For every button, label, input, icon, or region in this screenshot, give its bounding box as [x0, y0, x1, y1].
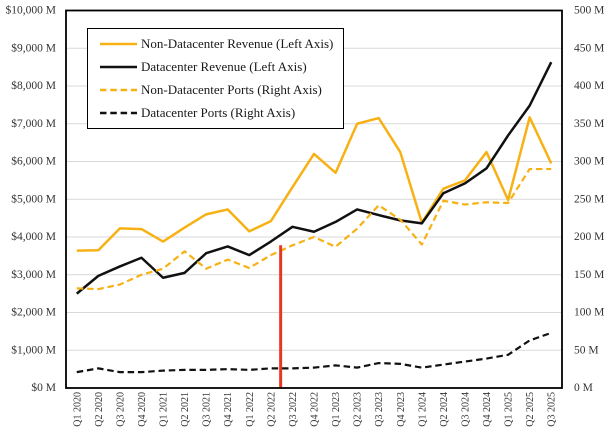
- left-axis-tick-label: $10,000 M: [6, 4, 56, 17]
- x-axis-tick-label: Q1 2025: [504, 392, 515, 427]
- legend-label-datacenter-ports: Datacenter Ports (Right Axis): [141, 105, 296, 121]
- right-axis-tick-label: 0 M: [574, 382, 593, 394]
- legend-swatch-datacenter-revenue: [100, 65, 137, 69]
- left-axis-tick-label: $1,000 M: [11, 343, 56, 356]
- x-axis-tick-label: Q1 2024: [417, 392, 428, 427]
- left-axis-tick-label: $5,000 M: [11, 192, 56, 205]
- x-axis-tick-label: Q4 2023: [396, 392, 407, 427]
- series-line-non-datacenter-revenue-left-axis: [76, 116, 553, 252]
- x-axis-tick-label: Q2 2023: [353, 392, 364, 427]
- right-axis-tick-label: 400 M: [574, 80, 604, 92]
- x-axis-tick-label: Q2 2021: [180, 392, 191, 427]
- x-axis-tick-label: Q3 2023: [374, 392, 385, 427]
- x-axis-tick-label: Q3 2025: [547, 392, 558, 427]
- legend-entry-datacenter-revenue: Datacenter Revenue (Left Axis): [100, 56, 343, 78]
- x-axis-tick-label: Q4 2024: [482, 392, 493, 427]
- legend-label-datacenter-revenue: Datacenter Revenue (Left Axis): [141, 58, 307, 74]
- legend-entry-non-datacenter-ports: Non-Datacenter Ports (Right Axis): [100, 79, 343, 101]
- right-axis-tick-label: 200 M: [574, 231, 604, 243]
- x-axis-tick-label: Q2 2024: [439, 392, 450, 427]
- legend-entry-non-datacenter-revenue: Non-Datacenter Revenue (Left Axis): [100, 33, 343, 55]
- x-axis-tick-label: Q3 2022: [288, 392, 299, 427]
- x-axis-tick-label: Q4 2020: [137, 392, 148, 427]
- legend-label-non-datacenter-revenue: Non-Datacenter Revenue (Left Axis): [141, 35, 334, 51]
- x-axis-tick-label: Q4 2021: [223, 392, 234, 427]
- right-axis-tick-label: 500 M: [574, 5, 604, 17]
- right-axis-tick-label: 50 M: [574, 344, 599, 356]
- right-axis-tick-label: 150 M: [574, 269, 604, 281]
- right-axis-tick-label: 350 M: [574, 118, 604, 130]
- x-axis-tick-label: Q1 2021: [159, 392, 170, 427]
- right-axis-tick-label: 300 M: [574, 156, 604, 168]
- left-axis-tick-label: $3,000 M: [11, 268, 56, 281]
- legend-entry-datacenter-ports: Datacenter Ports (Right Axis): [100, 102, 343, 124]
- x-axis-tick-label: Q3 2024: [460, 392, 471, 427]
- x-axis-tick-label: Q2 2022: [266, 392, 277, 427]
- x-axis-tick-label: Q1 2020: [72, 392, 83, 427]
- series-line-non-datacenter-ports-right-axis: [76, 167, 552, 291]
- left-axis-tick-label: $8,000 M: [11, 79, 56, 92]
- x-axis-tick-label: Q4 2022: [310, 392, 321, 427]
- right-axis-tick-label: 100 M: [574, 307, 604, 319]
- left-axis-tick-label: $9,000 M: [11, 41, 56, 54]
- x-axis-tick-label: Q1 2022: [245, 392, 256, 427]
- x-axis-tick-label: Q2 2025: [525, 392, 536, 427]
- left-axis-tick-label: $0 M: [31, 381, 56, 394]
- x-axis-tick-label: Q1 2023: [331, 392, 342, 427]
- legend-swatch-datacenter-ports: [100, 112, 137, 115]
- left-axis-tick-label: $6,000 M: [11, 155, 56, 168]
- x-axis-tick-label: Q3 2021: [202, 392, 213, 427]
- left-axis-tick-label: $4,000 M: [11, 230, 56, 243]
- right-axis-tick-label: 250 M: [574, 193, 604, 205]
- legend-box: Non-Datacenter Revenue (Left Axis) Datac…: [87, 28, 344, 129]
- left-axis-tick-label: $2,000 M: [11, 306, 56, 319]
- x-axis-tick-label: Q3 2020: [115, 392, 126, 427]
- x-axis-tick-label: Q2 2020: [94, 392, 105, 427]
- legend-swatch-non-datacenter-ports: [100, 88, 137, 92]
- series-line-datacenter-revenue-left-axis: [75, 61, 553, 295]
- legend-label-non-datacenter-ports: Non-Datacenter Ports (Right Axis): [141, 82, 322, 98]
- plot-border: [65, 9, 563, 389]
- legend-swatch-non-datacenter-revenue: [100, 42, 137, 45]
- left-axis-tick-label: $7,000 M: [11, 117, 56, 130]
- series-line-datacenter-ports-right-axis: [76, 331, 552, 374]
- right-axis-tick-label: 450 M: [574, 42, 604, 54]
